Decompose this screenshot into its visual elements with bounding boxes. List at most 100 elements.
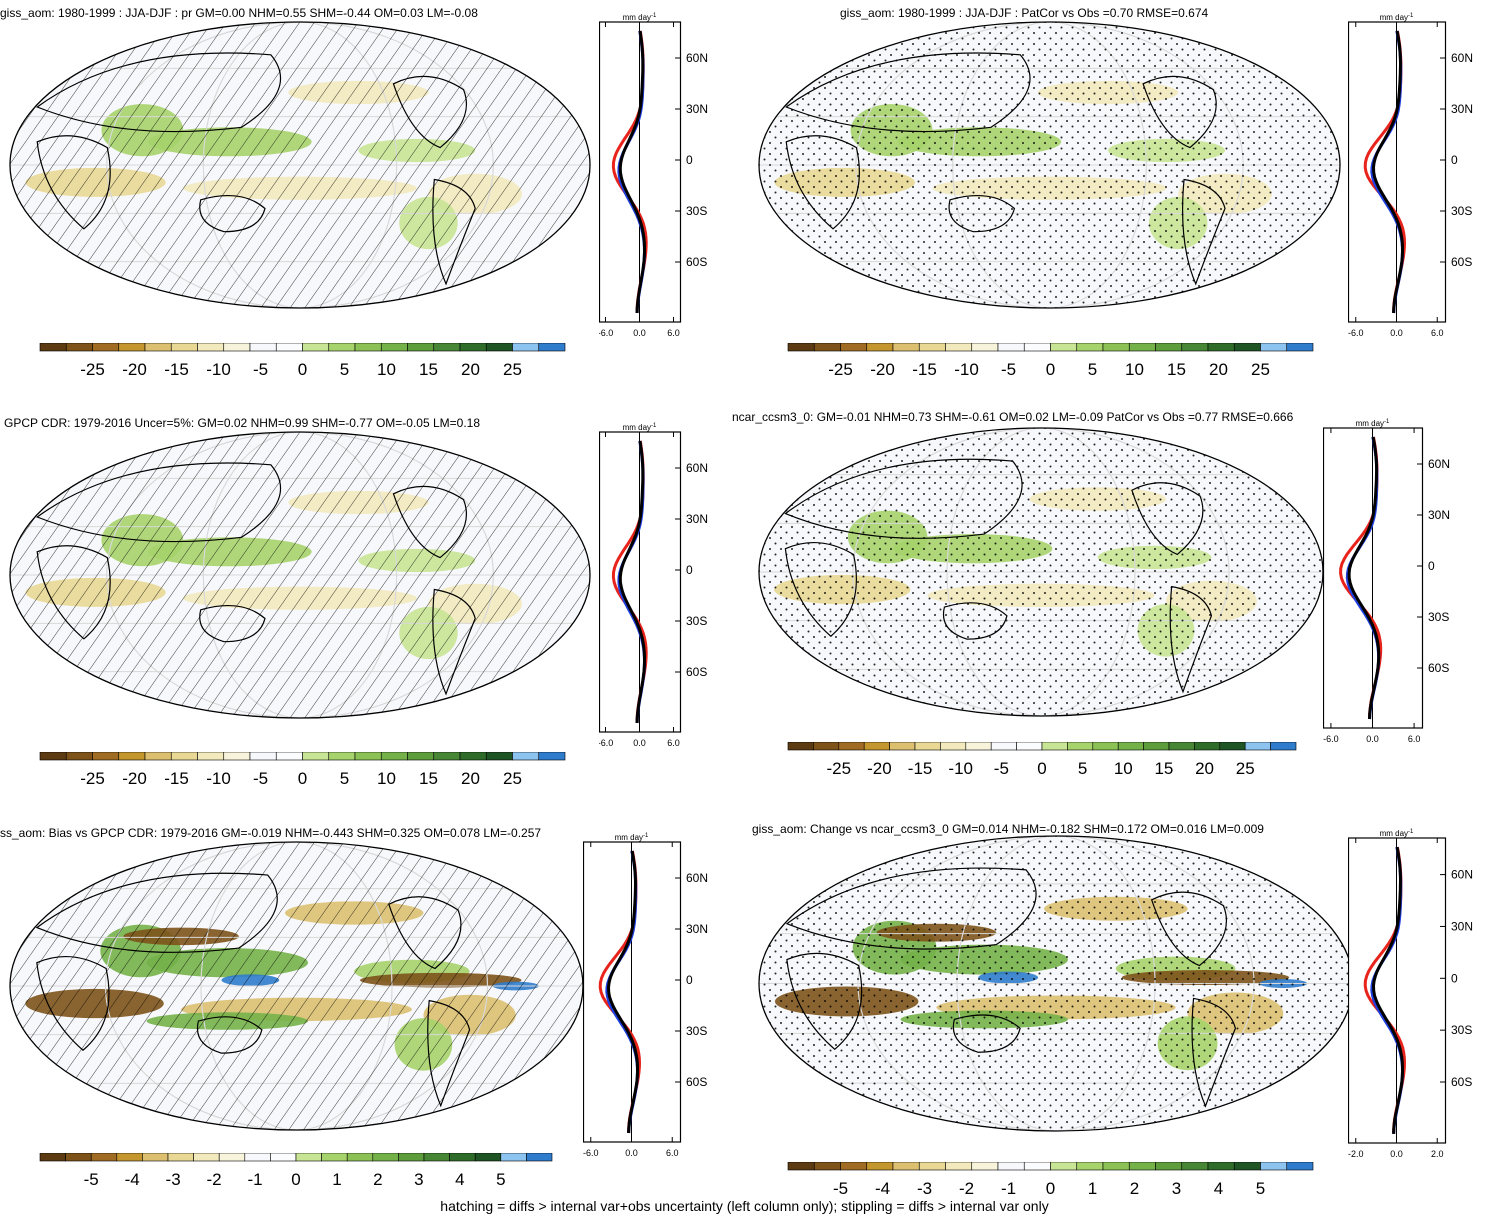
colorbar-swatch bbox=[997, 1162, 1025, 1171]
colorbar-label: 20 bbox=[461, 769, 480, 788]
colorbar-label: 0 bbox=[298, 769, 307, 788]
colorbar-label: -25 bbox=[827, 759, 852, 778]
colorbar-swatch bbox=[1092, 742, 1119, 751]
units-label: mm day-1 bbox=[623, 423, 657, 432]
colorbar-label: -20 bbox=[867, 759, 892, 778]
robinson-map bbox=[9, 431, 591, 719]
colorbar-swatch bbox=[787, 742, 814, 751]
colorbar-swatch bbox=[914, 742, 941, 751]
colorbar-label: -3 bbox=[917, 1179, 932, 1198]
colorbar-swatch bbox=[142, 1153, 169, 1162]
colorbar-swatch bbox=[354, 752, 382, 761]
colorbar-swatch bbox=[1050, 1162, 1078, 1171]
colorbar-swatch bbox=[398, 1153, 425, 1162]
profile-line-black bbox=[1371, 30, 1404, 314]
lat-tick-label: 60N bbox=[686, 461, 708, 475]
profile-line-black bbox=[1371, 846, 1404, 1134]
colorbar-label: 0 bbox=[1046, 1179, 1055, 1198]
colorbar-label: 4 bbox=[455, 1170, 464, 1189]
lat-tick-label: 60S bbox=[1451, 255, 1472, 269]
colorbar-swatch bbox=[407, 752, 435, 761]
colorbar-label: -2 bbox=[959, 1179, 974, 1198]
colorbar-label: -15 bbox=[164, 360, 189, 379]
lat-tick-label: 30N bbox=[686, 922, 708, 936]
lat-tick-label: 30N bbox=[686, 102, 708, 116]
colorbar-swatch bbox=[813, 343, 841, 352]
value-tick-label: -6.0 bbox=[1348, 328, 1364, 338]
colorbar-label: 0 bbox=[1046, 360, 1055, 379]
panel-title: giss_aom: Change vs ncar_ccsm3_0 GM=0.01… bbox=[752, 822, 1264, 836]
colorbar-swatch bbox=[892, 343, 920, 352]
units-label: mm day-1 bbox=[1356, 419, 1390, 428]
colorbar-swatch bbox=[275, 343, 303, 352]
value-tick-label: 0.0 bbox=[1390, 1149, 1403, 1159]
lat-tick-label: 30S bbox=[1428, 610, 1449, 624]
colorbar-swatch bbox=[407, 343, 435, 352]
lat-tick-label: 60S bbox=[686, 255, 707, 269]
colorbar-swatch bbox=[167, 1153, 194, 1162]
colorbar-label: 5 bbox=[1088, 360, 1097, 379]
colorbar-swatch bbox=[1102, 1162, 1130, 1171]
lat-tick-label: 0 bbox=[686, 153, 693, 167]
units-label: mm day-1 bbox=[615, 833, 649, 842]
colorbar-swatch bbox=[1219, 742, 1246, 751]
colorbar-swatch bbox=[945, 1162, 973, 1171]
colorbar-label: -15 bbox=[164, 769, 189, 788]
colorbar-swatch bbox=[892, 1162, 920, 1171]
colorbar-label: 15 bbox=[1167, 360, 1186, 379]
colorbar-swatch bbox=[787, 1162, 815, 1171]
colorbar-swatch bbox=[1194, 742, 1221, 751]
colorbar: -25 -20 -15 -10 -5 0 5 10 15 20 25 bbox=[39, 343, 566, 379]
colorbar-label: 10 bbox=[1125, 360, 1144, 379]
colorbar-swatch bbox=[918, 343, 946, 352]
colorbar-swatch bbox=[354, 343, 382, 352]
colorbar-swatch bbox=[512, 752, 540, 761]
colorbar-swatch bbox=[1102, 343, 1130, 352]
colorbar-swatch bbox=[1260, 343, 1288, 352]
colorbar-swatch bbox=[500, 1153, 527, 1162]
colorbar-swatch bbox=[866, 343, 894, 352]
colorbar-label: -1 bbox=[247, 1170, 262, 1189]
lat-tick-label: 0 bbox=[1451, 153, 1458, 167]
colorbar-swatch bbox=[118, 343, 146, 352]
value-tick-label: 0.0 bbox=[1366, 734, 1379, 744]
colorbar-swatch bbox=[512, 343, 540, 352]
colorbar-swatch bbox=[380, 752, 408, 761]
colorbar-swatch bbox=[1207, 343, 1235, 352]
colorbar-label: -5 bbox=[833, 1179, 848, 1198]
lat-tick-label: 60S bbox=[1428, 661, 1449, 675]
colorbar-label: 20 bbox=[461, 360, 480, 379]
colorbar-swatch bbox=[249, 752, 277, 761]
value-tick-label: -6.0 bbox=[583, 1148, 599, 1158]
colorbar-label: -5 bbox=[253, 360, 268, 379]
footer-caption: hatching = diffs > internal var+obs unce… bbox=[440, 1198, 1049, 1214]
colorbar-swatch bbox=[840, 343, 868, 352]
robinson-map bbox=[758, 835, 1354, 1132]
colorbar-swatch bbox=[1181, 1162, 1209, 1171]
colorbar-swatch bbox=[889, 742, 916, 751]
colorbar-swatch bbox=[302, 343, 330, 352]
colorbar-swatch bbox=[39, 343, 67, 352]
lat-tick-label: 0 bbox=[1451, 971, 1458, 985]
colorbar-swatch bbox=[1128, 343, 1156, 352]
colorbar-label: -15 bbox=[908, 759, 933, 778]
value-tick-label: 6.0 bbox=[667, 328, 680, 338]
colorbar-label: -15 bbox=[912, 360, 937, 379]
colorbar-label: 1 bbox=[1088, 1179, 1097, 1198]
colorbar-swatch bbox=[170, 343, 198, 352]
colorbar-label: -20 bbox=[870, 360, 895, 379]
colorbar-swatch bbox=[1076, 343, 1104, 352]
colorbar-swatch bbox=[965, 742, 992, 751]
colorbar-label: 4 bbox=[1214, 1179, 1223, 1198]
colorbar-swatch bbox=[433, 752, 461, 761]
lat-tick-label: 0 bbox=[686, 563, 693, 577]
value-tick-label: -6.0 bbox=[599, 328, 613, 338]
profile-line-black bbox=[618, 440, 646, 724]
zonal-mean-profile: mm day-1 60N 30N 0 30S 60S -6.0 0.0 6.0 bbox=[599, 13, 708, 338]
panel-title: giss_aom: 1980-1999 : JJA-DJF : PatCor v… bbox=[840, 6, 1209, 20]
zonal-mean-profile: mm day-1 60N 30N 0 30S 60S -6.0 0.0 6.0 bbox=[599, 423, 708, 748]
colorbar-swatch bbox=[197, 343, 225, 352]
colorbar-label: -5 bbox=[1001, 360, 1016, 379]
colorbar-label: -20 bbox=[122, 769, 147, 788]
colorbar-swatch bbox=[1155, 343, 1183, 352]
